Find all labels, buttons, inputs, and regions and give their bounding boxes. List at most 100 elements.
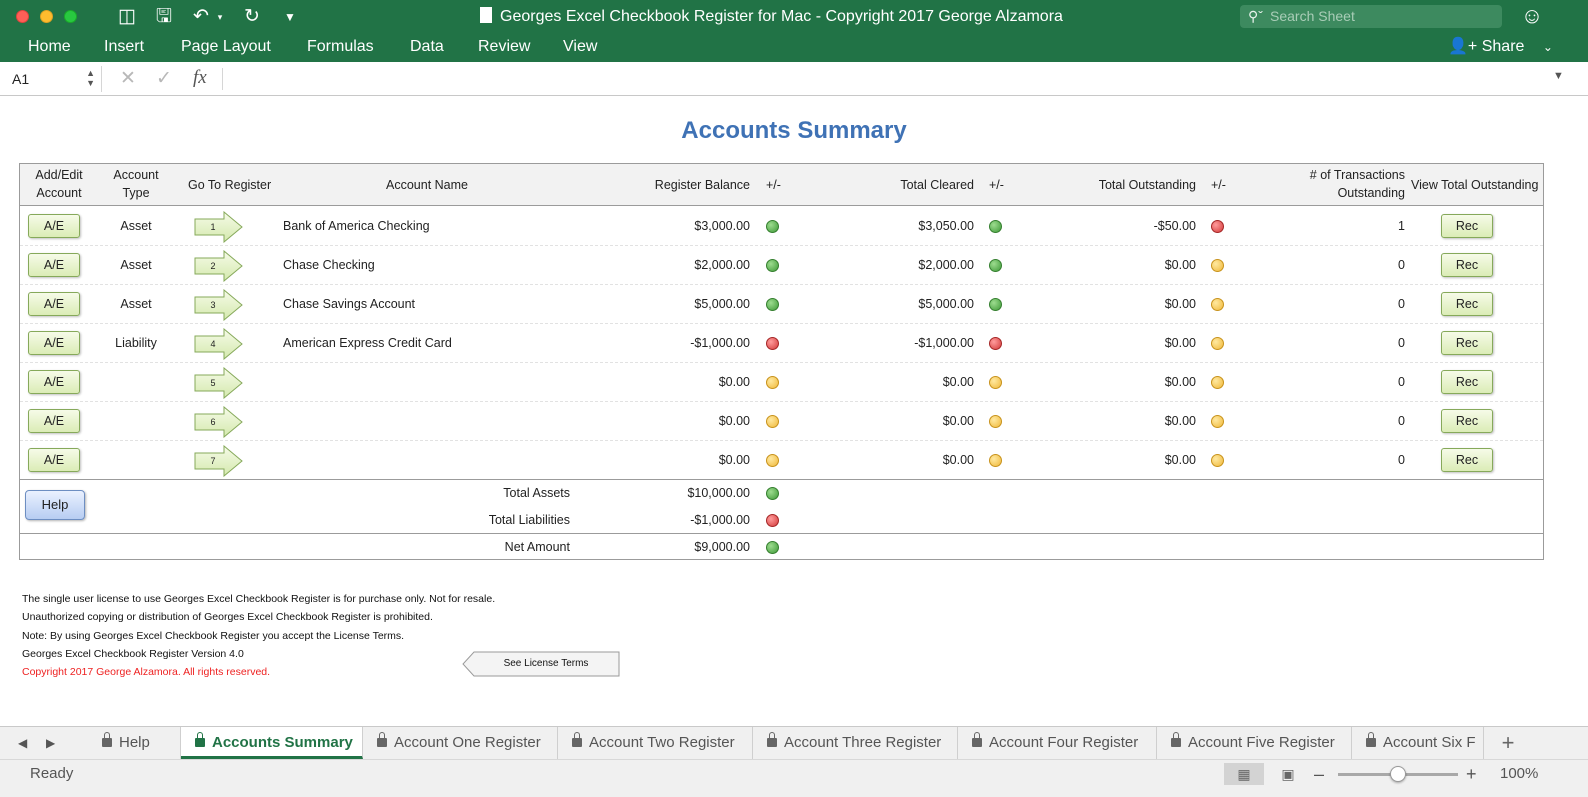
tab-view[interactable]: View [563, 38, 598, 55]
add-edit-account-button[interactable]: A/E [28, 214, 80, 238]
close-window-button[interactable] [16, 10, 29, 23]
header-cleared-plus-minus: +/- [989, 178, 1004, 192]
customize-toolbar-icon[interactable]: ▼ [284, 10, 296, 24]
sheet-tab-account-two-register[interactable]: Account Two Register [558, 727, 753, 759]
tab-review[interactable]: Review [478, 38, 531, 55]
undo-icon[interactable]: ↶ [193, 6, 209, 27]
go-to-register-button[interactable]: 4 [194, 328, 244, 360]
net-amount-value: $9,000.00 [694, 540, 750, 554]
maximize-window-button[interactable] [64, 10, 77, 23]
sheet-tab-help[interactable]: Help [88, 727, 181, 759]
next-sheet-icon[interactable]: ▶ [46, 736, 56, 750]
add-edit-account-button[interactable]: A/E [28, 370, 80, 394]
zoom-level[interactable]: 100% [1500, 765, 1539, 782]
lock-icon [767, 732, 777, 747]
transactions-outstanding-cell: 0 [1398, 375, 1405, 389]
search-icon: ⚲ˇ [1248, 8, 1263, 24]
account-type-cell: Liability [115, 336, 157, 350]
tab-data[interactable]: Data [410, 38, 444, 55]
cell-reference: A1 [12, 71, 30, 87]
total-outstanding-cell: $0.00 [1164, 453, 1196, 467]
tab-page-layout[interactable]: Page Layout [181, 38, 271, 55]
ribbon-tabs: Home Insert Page Layout Formulas Data Re… [0, 34, 1588, 62]
tab-insert[interactable]: Insert [104, 38, 145, 55]
view-rec-button[interactable]: Rec [1441, 370, 1493, 394]
insert-function-button[interactable]: fx [193, 67, 207, 88]
zoom-out-button[interactable]: – [1314, 764, 1325, 784]
total-assets-label: Total Assets [503, 486, 570, 500]
right-arrow-icon [194, 445, 243, 477]
register-number: 2 [210, 261, 216, 271]
view-rec-button[interactable]: Rec [1441, 292, 1493, 316]
view-rec-button[interactable]: Rec [1441, 448, 1493, 472]
cleared-status-indicator [989, 220, 1002, 233]
sheet-tab-label: Account Five Register [1188, 734, 1335, 751]
total-assets-amount: $10,000.00 [687, 486, 750, 500]
save-icon[interactable]: 🖫 [155, 6, 173, 27]
name-box[interactable]: A1 ▲ ▼ [4, 66, 102, 92]
view-rec-button[interactable]: Rec [1441, 253, 1493, 277]
previous-sheet-icon[interactable]: ◀ [18, 736, 28, 750]
add-edit-account-button[interactable]: A/E [28, 409, 80, 433]
sheet-tab-account-one-register[interactable]: Account One Register [363, 727, 558, 759]
add-sheet-button[interactable]: + [1501, 730, 1515, 755]
right-arrow-icon [194, 211, 243, 243]
undo-dropdown-icon[interactable]: ▾ [217, 12, 223, 22]
minimize-window-button[interactable] [40, 10, 53, 23]
go-to-register-button[interactable]: 5 [194, 367, 244, 399]
header-go-to-register: Go To Register [188, 178, 272, 192]
cancel-icon[interactable]: ✕ [120, 68, 136, 89]
transactions-outstanding-cell: 0 [1398, 297, 1405, 311]
see-license-terms-button[interactable]: See License Terms [462, 651, 620, 677]
cleared-status-indicator [989, 337, 1002, 350]
sheet-tab-account-six-register[interactable]: Account Six F [1352, 727, 1484, 759]
view-rec-button[interactable]: Rec [1441, 331, 1493, 355]
view-rec-button[interactable]: Rec [1441, 214, 1493, 238]
sheet-tab-account-five-register[interactable]: Account Five Register [1157, 727, 1352, 759]
normal-view-icon[interactable]: ▦ [1224, 763, 1264, 785]
search-sheet-input[interactable]: ⚲ˇ Search Sheet [1240, 5, 1502, 28]
feedback-smiley-icon[interactable]: ☺ [1520, 3, 1544, 28]
sidebar-toggle-icon[interactable]: ◫ [118, 6, 136, 27]
go-to-register-button[interactable]: 2 [194, 250, 244, 282]
worksheet[interactable]: Accounts Summary Add/Edit Account Accoun… [0, 97, 1588, 725]
copyright-note: Copyright 2017 George Alzamora. All righ… [22, 666, 271, 679]
name-box-stepper-icon[interactable]: ▲ ▼ [86, 68, 95, 88]
sheet-tab-account-four-register[interactable]: Account Four Register [958, 727, 1157, 759]
help-button[interactable]: Help [25, 490, 85, 520]
sheet-tab-label: Account Four Register [989, 734, 1139, 751]
go-to-register-button[interactable]: 6 [194, 406, 244, 438]
sheet-tab-accounts-summary[interactable]: Accounts Summary [181, 727, 363, 759]
sheet-tab-account-three-register[interactable]: Account Three Register [753, 727, 958, 759]
see-license-terms-label: See License Terms [503, 658, 589, 669]
cleared-status-indicator [989, 376, 1002, 389]
register-number: 6 [210, 417, 216, 427]
zoom-in-button[interactable]: + [1466, 764, 1477, 784]
lock-icon [102, 732, 112, 747]
account-type-cell: Asset [120, 219, 152, 233]
add-edit-account-button[interactable]: A/E [28, 292, 80, 316]
view-rec-button[interactable]: Rec [1441, 409, 1493, 433]
tab-home[interactable]: Home [28, 38, 71, 55]
page-layout-view-icon[interactable]: ▣ [1281, 766, 1295, 782]
tab-formulas[interactable]: Formulas [307, 38, 374, 55]
net-amount-row: Net Amount $9,000.00 [20, 534, 1543, 561]
share-button[interactable]: 👤+ Share ⌄ [1448, 34, 1553, 62]
go-to-register-button[interactable]: 3 [194, 289, 244, 321]
ribbon-collapse-icon[interactable]: ⌄ [1542, 40, 1553, 54]
total-outstanding-cell: -$50.00 [1153, 219, 1196, 233]
register-balance-cell: $5,000.00 [694, 297, 750, 311]
zoom-slider-handle[interactable] [1390, 766, 1406, 782]
enter-checkmark-icon[interactable]: ✓ [156, 68, 172, 89]
go-to-register-button[interactable]: 7 [194, 445, 244, 477]
go-to-register-button[interactable]: 1 [194, 211, 244, 243]
register-balance-cell: $3,000.00 [694, 219, 750, 233]
add-edit-account-button[interactable]: A/E [28, 331, 80, 355]
add-edit-account-button[interactable]: A/E [28, 448, 80, 472]
expand-formula-bar-icon[interactable]: ▼ [1553, 70, 1564, 82]
total-cleared-cell: $3,050.00 [918, 219, 974, 233]
redo-icon[interactable]: ↻ [244, 6, 260, 27]
add-edit-account-button[interactable]: A/E [28, 253, 80, 277]
header-transactions-line2: Outstanding [1337, 186, 1405, 200]
lock-icon [195, 732, 205, 747]
